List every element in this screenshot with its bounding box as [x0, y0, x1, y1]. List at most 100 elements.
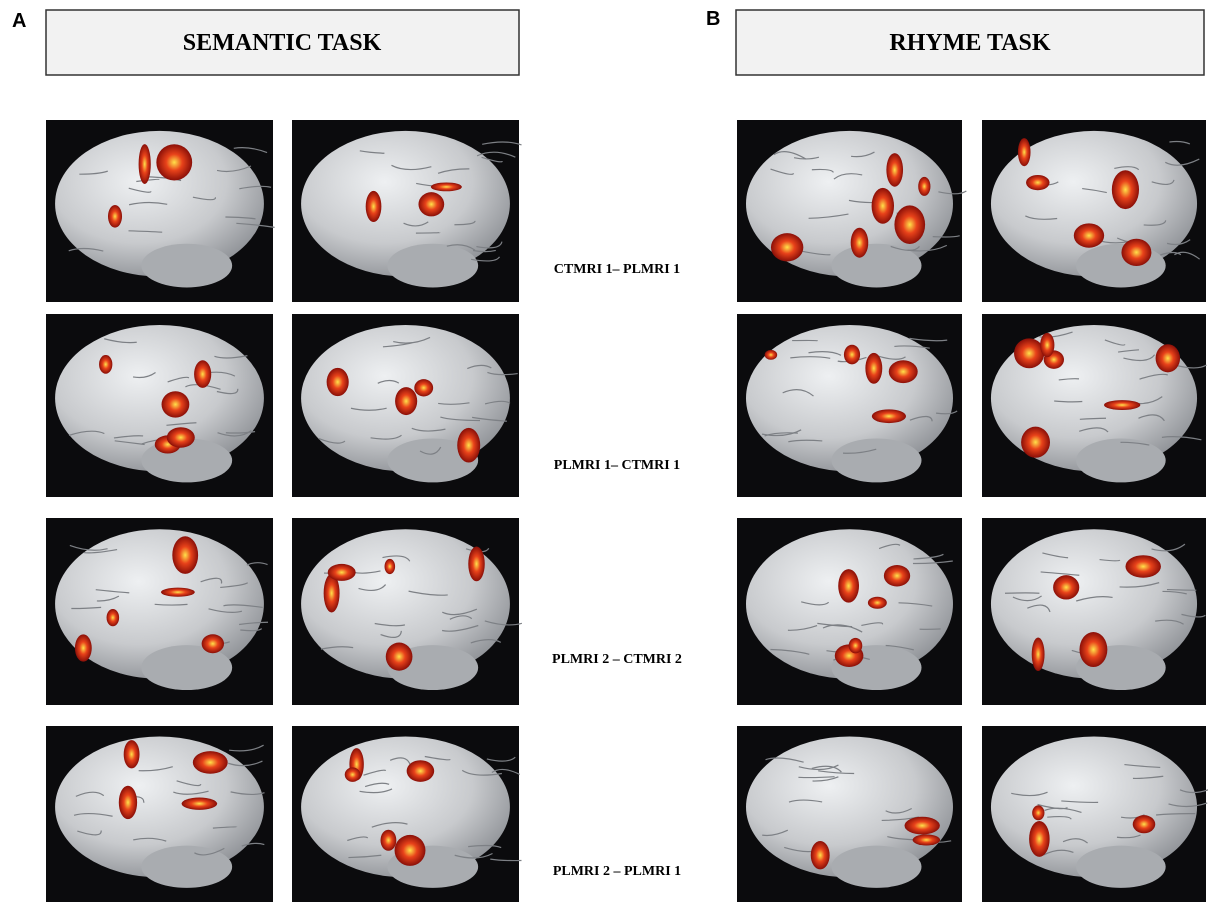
- cerebellum: [387, 244, 478, 288]
- brain-image: [982, 518, 1206, 705]
- row-label: PLMRI 2 – CTMRI 2: [552, 652, 682, 667]
- brain-image: [982, 314, 1206, 497]
- activation: [345, 767, 361, 782]
- activation: [167, 427, 195, 447]
- activation: [161, 588, 195, 597]
- panel-title: SEMANTIC TASK: [183, 30, 382, 56]
- activation: [849, 638, 863, 654]
- brain-images: [46, 120, 1208, 902]
- panel-label: A: [12, 10, 26, 32]
- activation: [124, 740, 140, 768]
- activation: [894, 205, 925, 244]
- activation: [182, 798, 218, 810]
- brain-image: [46, 314, 273, 497]
- row-label: CTMRI 1– PLMRI 1: [554, 262, 680, 277]
- cerebellum: [141, 244, 232, 288]
- brain-image: [737, 120, 966, 302]
- activation: [905, 817, 940, 835]
- activation: [1053, 575, 1079, 599]
- activation: [918, 177, 930, 196]
- cerebellum: [832, 846, 922, 888]
- activation: [1026, 175, 1049, 190]
- activation: [1104, 400, 1140, 410]
- cerebellum: [832, 438, 922, 482]
- activation: [418, 192, 444, 216]
- activation: [889, 360, 918, 383]
- brain-image: [737, 314, 962, 497]
- activation: [1112, 170, 1139, 209]
- panel-label: B: [706, 8, 720, 30]
- activation: [172, 536, 198, 574]
- brain-image: [46, 726, 273, 902]
- activation: [108, 205, 122, 228]
- activation: [1156, 344, 1180, 372]
- activation: [851, 228, 869, 258]
- activation: [1032, 805, 1044, 820]
- activation: [156, 144, 192, 180]
- brain-image: [982, 726, 1208, 902]
- activation: [872, 188, 894, 224]
- activation: [457, 428, 480, 463]
- activation: [385, 559, 396, 574]
- activation: [202, 634, 224, 653]
- activation: [1074, 223, 1104, 247]
- activation: [811, 841, 830, 869]
- activation: [884, 565, 910, 586]
- brain-image: [292, 518, 522, 705]
- activation: [366, 191, 382, 222]
- activation: [1021, 427, 1050, 458]
- activation: [1032, 637, 1045, 671]
- brain-image: [46, 518, 273, 705]
- activation: [868, 597, 887, 609]
- activation: [395, 835, 426, 866]
- activation: [886, 153, 903, 187]
- cerebellum: [141, 645, 232, 690]
- activation: [431, 182, 462, 191]
- cerebellum: [1076, 846, 1166, 888]
- activation: [1040, 333, 1054, 357]
- activation: [838, 569, 859, 603]
- activation: [1121, 239, 1151, 266]
- activation: [1133, 815, 1156, 833]
- activation: [1029, 821, 1050, 857]
- activation: [194, 360, 211, 388]
- cerebellum: [1076, 438, 1166, 482]
- activation: [1014, 338, 1044, 368]
- brain-image: [292, 314, 519, 497]
- activation: [407, 760, 435, 782]
- activation: [139, 144, 151, 184]
- cerebellum: [1076, 244, 1166, 288]
- cerebellum: [141, 846, 232, 888]
- activation: [162, 391, 190, 417]
- activation: [771, 233, 803, 261]
- activation: [328, 564, 356, 581]
- activation: [99, 355, 112, 374]
- activation: [119, 786, 137, 819]
- brain-image: [292, 120, 522, 302]
- activation: [865, 353, 882, 384]
- activation: [193, 751, 228, 774]
- row-label: PLMRI 2 – PLMRI 1: [553, 864, 681, 879]
- activation: [386, 643, 413, 671]
- activation: [1079, 632, 1107, 667]
- activation: [414, 379, 433, 396]
- activation: [107, 609, 120, 626]
- activation: [1125, 555, 1160, 578]
- row-label: PLMRI 1– CTMRI 1: [554, 458, 680, 473]
- brain-image: [46, 120, 275, 302]
- activation: [1018, 138, 1031, 166]
- brain-image: [982, 120, 1206, 302]
- activation: [327, 368, 349, 396]
- activation: [381, 830, 397, 851]
- activation: [844, 345, 860, 365]
- activation: [468, 547, 484, 582]
- brain-image: [737, 726, 962, 902]
- activation: [913, 834, 941, 845]
- activation: [395, 387, 417, 415]
- activation: [75, 634, 92, 661]
- activation: [765, 350, 777, 360]
- brain-image: [737, 518, 962, 705]
- sulcus: [1167, 590, 1196, 591]
- activation: [872, 409, 906, 423]
- sulcus: [416, 233, 440, 234]
